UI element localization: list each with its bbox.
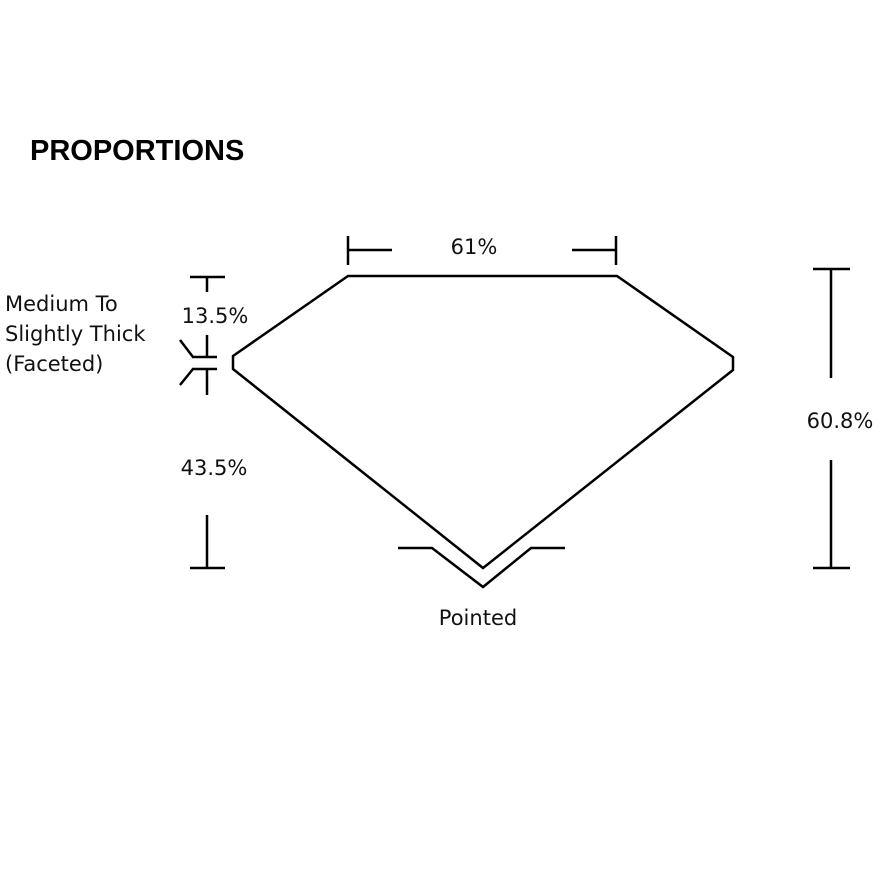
- svg-text:Slightly Thick: Slightly Thick: [5, 322, 146, 346]
- culet-label: Pointed: [439, 606, 517, 630]
- diamond-outline: [231, 274, 735, 570]
- depth-label: 60.8%: [807, 409, 874, 433]
- table-dimension: 61%: [346, 235, 618, 265]
- crown-label: 13.5%: [182, 304, 249, 328]
- svg-text:(Faceted): (Faceted): [5, 352, 103, 376]
- title: PROPORTIONS: [30, 135, 244, 167]
- crown-dimension: 13.5%: [179, 275, 249, 359]
- depth-dimension: 60.8%: [807, 267, 874, 570]
- culet-indicator: Pointed: [398, 546, 565, 630]
- pavilion-label: 43.5%: [181, 456, 248, 480]
- girdle-label: Medium To Slightly Thick (Faceted): [5, 292, 146, 376]
- table-label: 61%: [451, 235, 498, 259]
- pavilion-dimension: 43.5%: [179, 367, 248, 570]
- svg-text:Medium To: Medium To: [5, 292, 118, 316]
